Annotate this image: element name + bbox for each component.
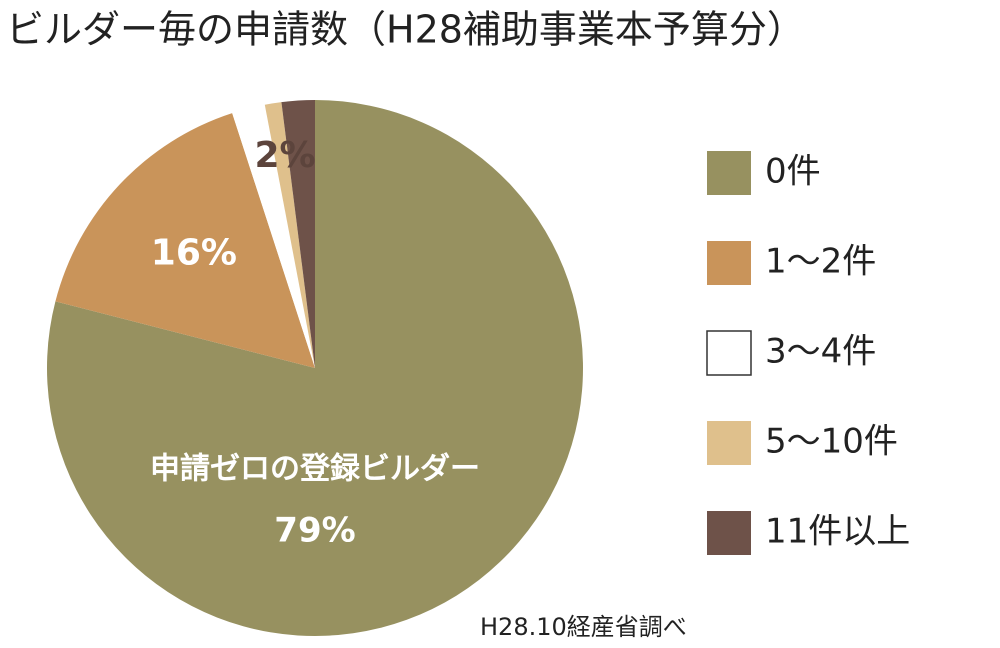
- legend-label: 5～10件: [765, 422, 898, 462]
- data-label: 79%: [274, 511, 355, 551]
- pie-slice: [232, 104, 315, 369]
- pie-slice: [281, 100, 315, 368]
- legend-label: 11件以上: [765, 512, 910, 552]
- data-label: 16%: [151, 232, 237, 273]
- chart-title: ビルダー毎の申請数（H28補助事業本予算分）: [6, 8, 805, 52]
- legend-swatch: [707, 151, 751, 195]
- legend-swatch: [707, 511, 751, 555]
- legend-label: 3～4件: [765, 332, 876, 372]
- legend-label: 1～2件: [765, 242, 876, 282]
- source-note: H28.10経産省調べ: [480, 613, 687, 641]
- pie-slice: [46, 100, 583, 636]
- legend-swatch: [707, 241, 751, 285]
- legend-label: 0件: [765, 152, 821, 192]
- pie-annotation: 申請ゼロの登録ビルダー: [150, 452, 480, 487]
- legend-swatch: [707, 421, 751, 465]
- data-label: 2%: [254, 135, 315, 176]
- pie-slice: [55, 113, 316, 368]
- pie-slice: [264, 102, 315, 369]
- legend-swatch: [706, 330, 752, 376]
